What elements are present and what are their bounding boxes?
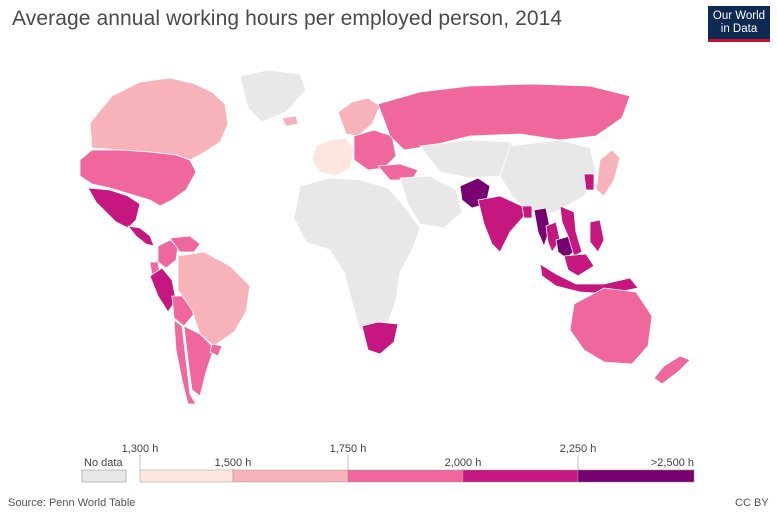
region-australia[interactable] [569, 287, 653, 365]
region-venezuela[interactable] [169, 235, 201, 253]
legend-tick-label: 1,750 h [330, 443, 367, 455]
region-eastern-europe[interactable] [353, 129, 397, 171]
region-mexico[interactable] [87, 187, 141, 229]
region-peru[interactable] [149, 267, 177, 313]
legend-tick-label: 2,000 h [445, 457, 482, 469]
region-turkey[interactable] [377, 163, 419, 181]
legend-tick-label: 2,250 h [560, 443, 597, 455]
region-greenland[interactable] [239, 69, 307, 123]
source-note[interactable]: Source: Penn World Table [8, 497, 136, 509]
region-middle-east[interactable] [399, 175, 463, 229]
region-japan[interactable] [595, 149, 621, 197]
legend-bin [139, 469, 234, 483]
license-label[interactable]: CC BY [735, 497, 769, 509]
legend-tick-label: >2,500 h [651, 457, 694, 469]
region-vietnam[interactable] [559, 205, 583, 257]
region-argentina[interactable] [183, 325, 215, 397]
legend-bin [232, 469, 349, 483]
region-iceland[interactable] [281, 115, 299, 127]
legend-tick-label: 1,300 h [122, 443, 159, 455]
region-russia[interactable] [377, 83, 631, 151]
region-africa[interactable] [293, 177, 421, 339]
region-china[interactable] [499, 139, 597, 215]
legend-bin [347, 469, 464, 483]
legend-no-data-label: No data [84, 457, 123, 469]
region-philippines[interactable] [589, 219, 605, 253]
region-brazil[interactable] [177, 251, 251, 347]
region-chile[interactable] [173, 319, 197, 405]
region-central-america[interactable] [127, 225, 155, 247]
owid-logo[interactable]: Our World in Data [708, 6, 770, 42]
legend-bin [462, 469, 579, 483]
region-south-korea[interactable] [583, 173, 595, 191]
region-new-zealand[interactable] [653, 355, 691, 385]
region-western-europe[interactable] [311, 137, 355, 177]
region-scandinavia[interactable] [337, 97, 381, 137]
region-malaysia[interactable] [563, 253, 595, 277]
page-title: Average annual working hours per employe… [12, 7, 563, 30]
region-indonesia[interactable] [539, 263, 639, 295]
legend-bin [577, 469, 695, 483]
legend-no-data-swatch [81, 469, 127, 483]
legend-tick-label: 1,500 h [215, 457, 252, 469]
region-canada[interactable] [89, 77, 229, 161]
logo-line-1: Our World [712, 10, 766, 22]
logo-line-2: in Data [720, 23, 758, 35]
region-south-africa[interactable] [361, 321, 399, 355]
region-bangladesh[interactable] [521, 205, 533, 219]
region-india[interactable] [477, 195, 525, 253]
region-united-states[interactable] [79, 149, 197, 207]
legend: No data 1,300 h 1,500 h 1,750 h 2,000 h 2,25… [81, 443, 695, 483]
region-uruguay[interactable] [209, 343, 223, 357]
